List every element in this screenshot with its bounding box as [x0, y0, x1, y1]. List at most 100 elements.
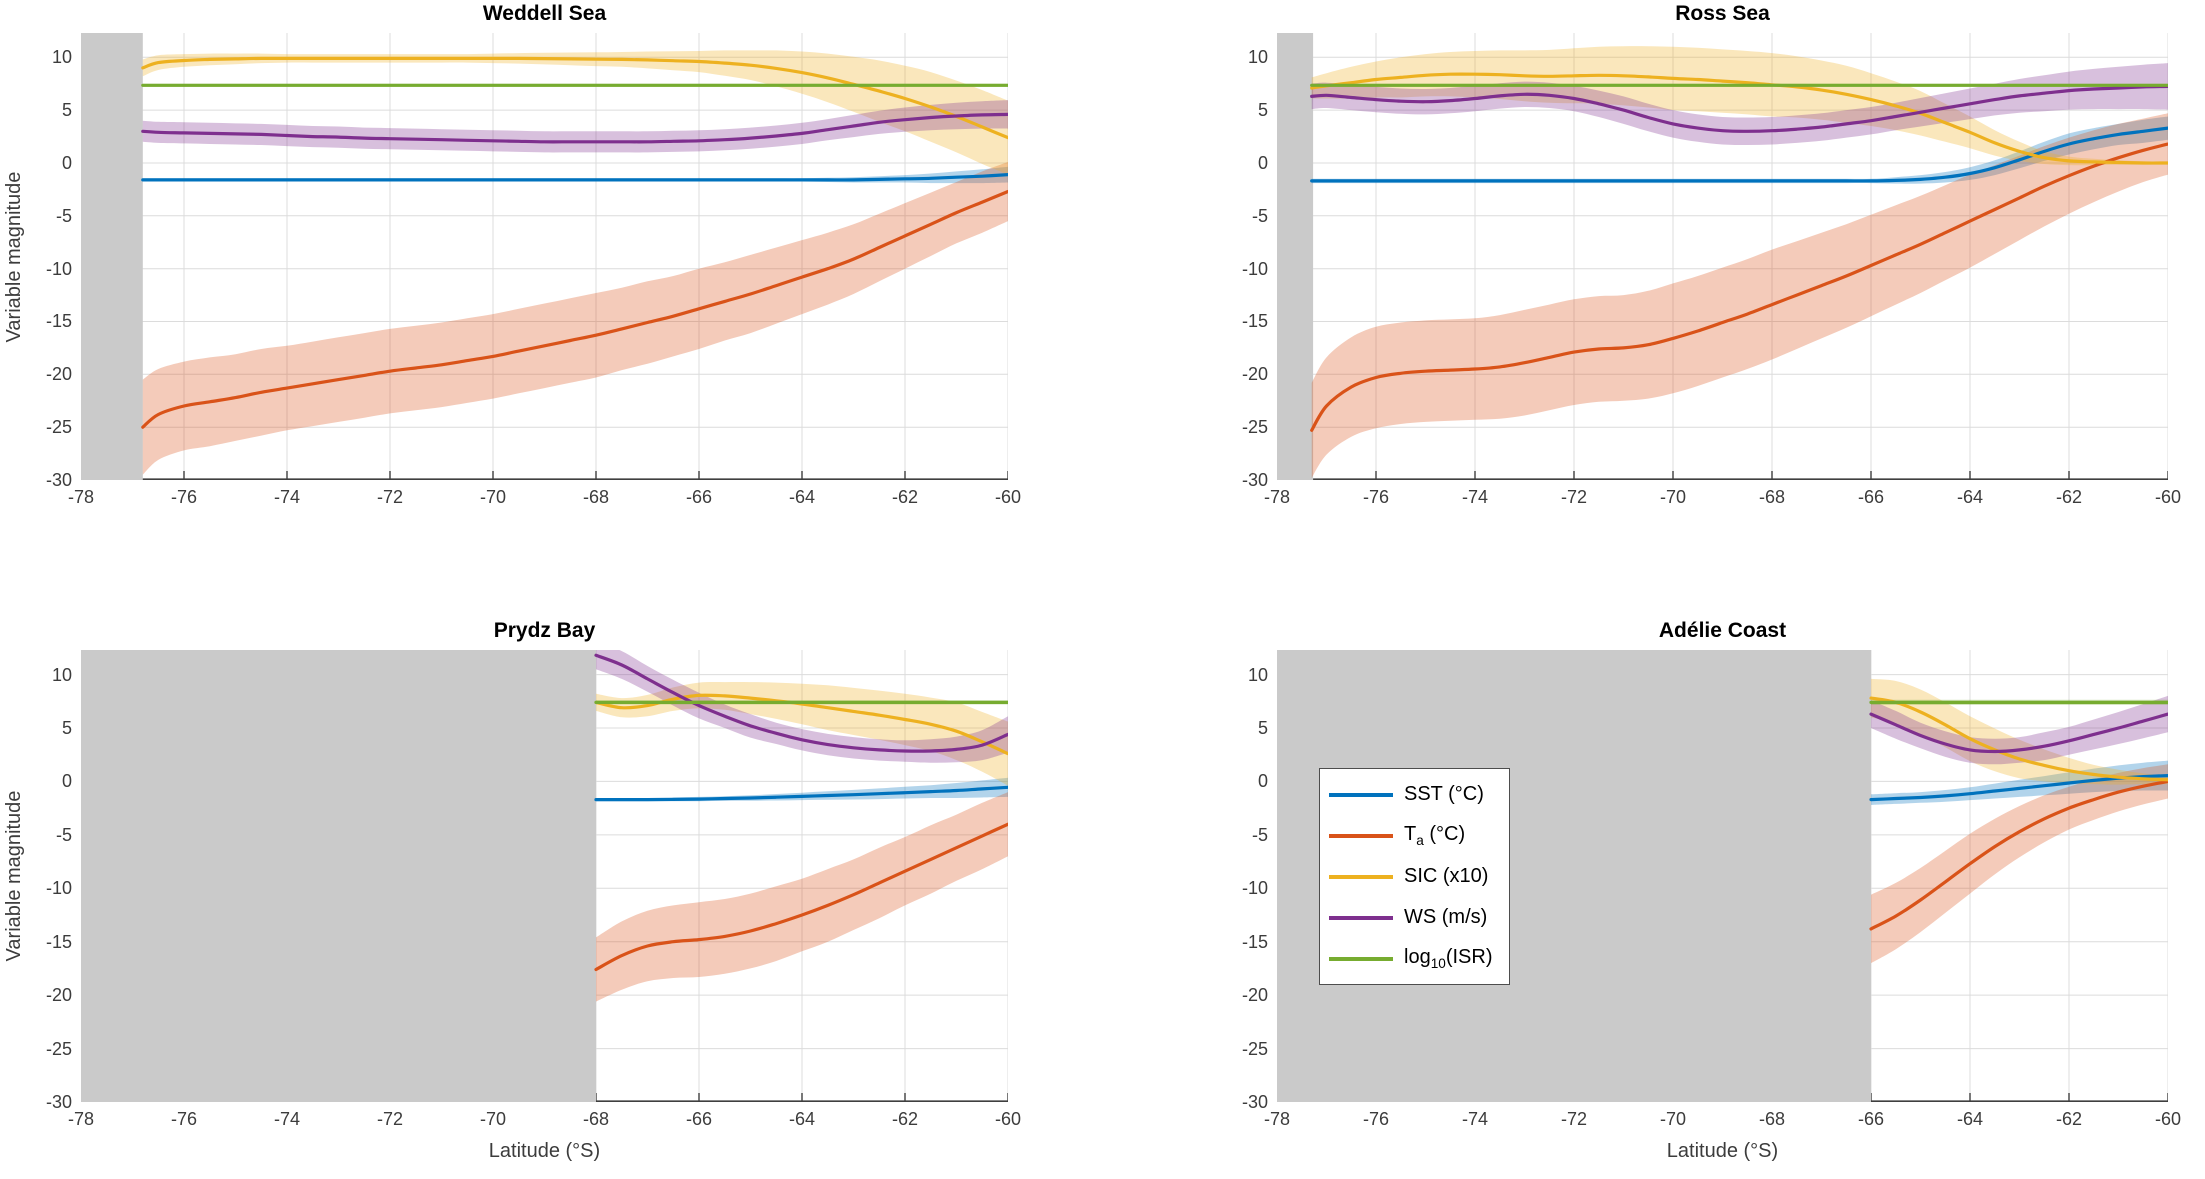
- chart-weddell-sea: Weddell Sea Variable magnitude -78 -76 -74…: [3, 2, 1021, 507]
- x-tick-label: -68: [582, 1109, 609, 1129]
- x-tick-label: -62: [891, 487, 918, 507]
- ws-line: [594, 653, 1008, 753]
- y-tick-label: -15: [45, 311, 72, 331]
- ta-line: [594, 822, 1008, 972]
- y-tick-label: -30: [1241, 1092, 1268, 1112]
- x-axis-label: Latitude (°S): [488, 1140, 601, 1162]
- x-tick-label: -66: [1857, 487, 1884, 507]
- y-tick-label: -15: [1241, 932, 1268, 952]
- plot-area: [81, 650, 1008, 1102]
- sic-line: [1310, 72, 2168, 165]
- x-tick-label: -70: [1659, 487, 1686, 507]
- chart-ross-sea: Ross Sea -78 -76 -74 -72 -70 -68 -66 -64 -62 -60 -…: [1242, 2, 2181, 507]
- y-tick-label: -30: [1241, 470, 1268, 490]
- no-data-mask: [81, 650, 596, 1102]
- x-tick-label: -78: [1263, 487, 1290, 507]
- x-tick-label: -72: [1560, 487, 1587, 507]
- legend-line-sample: [1329, 956, 1393, 961]
- chart-title: Ross Sea: [1675, 2, 1770, 25]
- x-tick-label: -70: [479, 487, 506, 507]
- legend-item: SIC (x10): [1329, 856, 1493, 897]
- x-tick-label: -70: [1659, 1109, 1686, 1129]
- sst-band: [1871, 760, 2168, 805]
- x-tick-label: -78: [67, 1109, 94, 1129]
- y-axis-label: Variable magnitude: [3, 790, 25, 962]
- ta-line: [1869, 779, 2168, 931]
- sic-band: [142, 50, 1008, 175]
- x-tick-label: -64: [1956, 1109, 1983, 1129]
- y-tick-label: -10: [1241, 259, 1268, 279]
- y-tick-label: 10: [51, 47, 72, 67]
- y-tick-label: -20: [45, 985, 72, 1005]
- x-tick-label: -62: [2055, 487, 2082, 507]
- chart-title: Weddell Sea: [482, 2, 607, 25]
- no-data-mask: [1277, 33, 1314, 480]
- ws-line: [1310, 84, 2168, 133]
- x-tick-label: -62: [891, 1109, 918, 1129]
- legend-item: WS (m/s): [1329, 897, 1493, 938]
- x-tick-label: -64: [788, 1109, 815, 1129]
- y-tick-label: -25: [45, 417, 72, 437]
- plot-area: [81, 33, 1008, 480]
- x-tick-label: -64: [788, 487, 815, 507]
- x-tick-label: -76: [170, 487, 197, 507]
- y-tick-label: -30: [45, 1092, 72, 1112]
- sst-band: [596, 777, 1008, 802]
- y-tick-label: -25: [45, 1039, 72, 1059]
- legend-item: SST (°C): [1329, 774, 1493, 815]
- x-tick-label: -68: [1758, 1109, 1785, 1129]
- y-tick-label: 10: [51, 665, 72, 685]
- x-tick-label: -66: [685, 487, 712, 507]
- x-tick-label: -66: [1857, 1109, 1884, 1129]
- x-tick-label: -60: [2154, 487, 2181, 507]
- legend-item: Ta (°C): [1329, 815, 1493, 856]
- sic-band: [1871, 678, 2168, 785]
- y-tick-label: -20: [1241, 364, 1268, 384]
- no-data-mask: [81, 33, 143, 480]
- y-tick-label: 5: [1257, 718, 1268, 738]
- y-tick-label: -20: [45, 364, 72, 384]
- x-axis-label: Latitude (°S): [1666, 1140, 1779, 1162]
- legend-line-sample: [1329, 915, 1393, 920]
- x-tick-label: -74: [273, 1109, 300, 1129]
- sic-band: [596, 682, 1008, 786]
- y-tick-label: -15: [1241, 311, 1268, 331]
- x-tick-label: -78: [1263, 1109, 1290, 1129]
- y-tick-label: 5: [61, 718, 72, 738]
- ta-band: [596, 792, 1008, 1002]
- legend-item-label: SIC (x10): [1404, 865, 1489, 887]
- legend-item-label: log10(ISR): [1404, 946, 1493, 971]
- legend-line-sample: [1329, 874, 1393, 879]
- x-tick-label: -72: [1560, 1109, 1587, 1129]
- chart-title: Adélie Coast: [1658, 619, 1787, 642]
- x-tick-label: -68: [1758, 487, 1785, 507]
- ta-line: [1310, 142, 2168, 432]
- x-tick-label: -60: [2154, 1109, 2181, 1129]
- y-tick-label: 10: [1247, 47, 1268, 67]
- chart-adelie-coast: Adélie Coast Latitude (°S) SST (°C) Ta (°…: [1242, 619, 2181, 1162]
- sst-line: [1310, 126, 2168, 183]
- ws-band: [1871, 695, 2168, 765]
- ta-band: [142, 161, 1008, 475]
- ta-band: [1871, 764, 2168, 964]
- x-tick-label: -62: [2055, 1109, 2082, 1129]
- x-tick-label: -76: [170, 1109, 197, 1129]
- y-tick-label: 5: [61, 100, 72, 120]
- x-tick-label: -64: [1956, 487, 1983, 507]
- sic-line: [1869, 696, 2168, 782]
- x-tick-label: -60: [994, 1109, 1021, 1129]
- y-tick-label: -10: [45, 259, 72, 279]
- y-tick-label: 0: [1257, 771, 1268, 791]
- x-tick-label: -74: [273, 487, 300, 507]
- y-tick-label: -15: [45, 932, 72, 952]
- ws-line: [141, 112, 1008, 144]
- y-tick-label: -30: [45, 470, 72, 490]
- ta-band: [1311, 113, 2168, 478]
- legend-line-sample: [1329, 833, 1393, 838]
- y-tick-label: 5: [1257, 100, 1268, 120]
- y-tick-label: -25: [1241, 1039, 1268, 1059]
- y-tick-label: 10: [1247, 665, 1268, 685]
- x-tick-label: -76: [1362, 487, 1389, 507]
- y-tick-label: 0: [61, 771, 72, 791]
- y-tick-label: -5: [1251, 825, 1268, 845]
